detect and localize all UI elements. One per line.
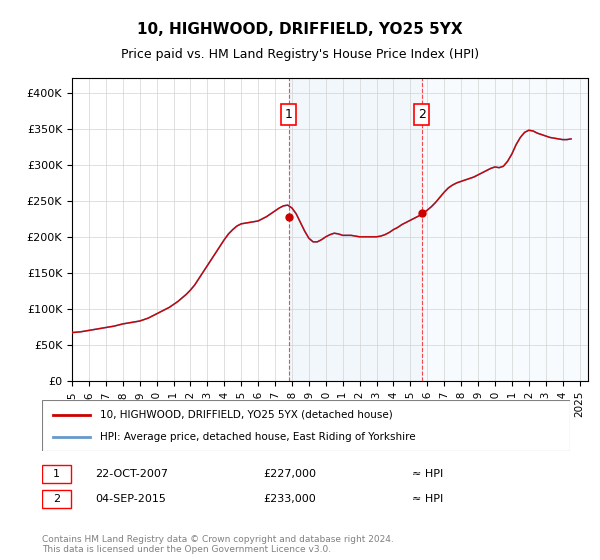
Text: 10, HIGHWOOD, DRIFFIELD, YO25 5YX: 10, HIGHWOOD, DRIFFIELD, YO25 5YX <box>137 22 463 38</box>
Text: £233,000: £233,000 <box>264 494 317 504</box>
Text: £227,000: £227,000 <box>264 469 317 479</box>
FancyBboxPatch shape <box>42 490 71 508</box>
Text: 22-OCT-2007: 22-OCT-2007 <box>95 469 168 479</box>
Text: 2: 2 <box>418 108 425 121</box>
Text: 10, HIGHWOOD, DRIFFIELD, YO25 5YX (detached house): 10, HIGHWOOD, DRIFFIELD, YO25 5YX (detac… <box>100 409 393 419</box>
Text: 2: 2 <box>53 494 60 504</box>
Text: ≈ HPI: ≈ HPI <box>412 494 443 504</box>
Text: 1: 1 <box>53 469 60 479</box>
FancyBboxPatch shape <box>42 465 71 483</box>
Text: HPI: Average price, detached house, East Riding of Yorkshire: HPI: Average price, detached house, East… <box>100 432 416 442</box>
Text: 1: 1 <box>284 108 292 121</box>
Text: Contains HM Land Registry data © Crown copyright and database right 2024.
This d: Contains HM Land Registry data © Crown c… <box>42 535 394 554</box>
Bar <box>289 78 422 381</box>
FancyBboxPatch shape <box>42 400 570 451</box>
Text: ≈ HPI: ≈ HPI <box>412 469 443 479</box>
Bar <box>422 78 588 381</box>
Text: Price paid vs. HM Land Registry's House Price Index (HPI): Price paid vs. HM Land Registry's House … <box>121 48 479 60</box>
Text: 04-SEP-2015: 04-SEP-2015 <box>95 494 166 504</box>
